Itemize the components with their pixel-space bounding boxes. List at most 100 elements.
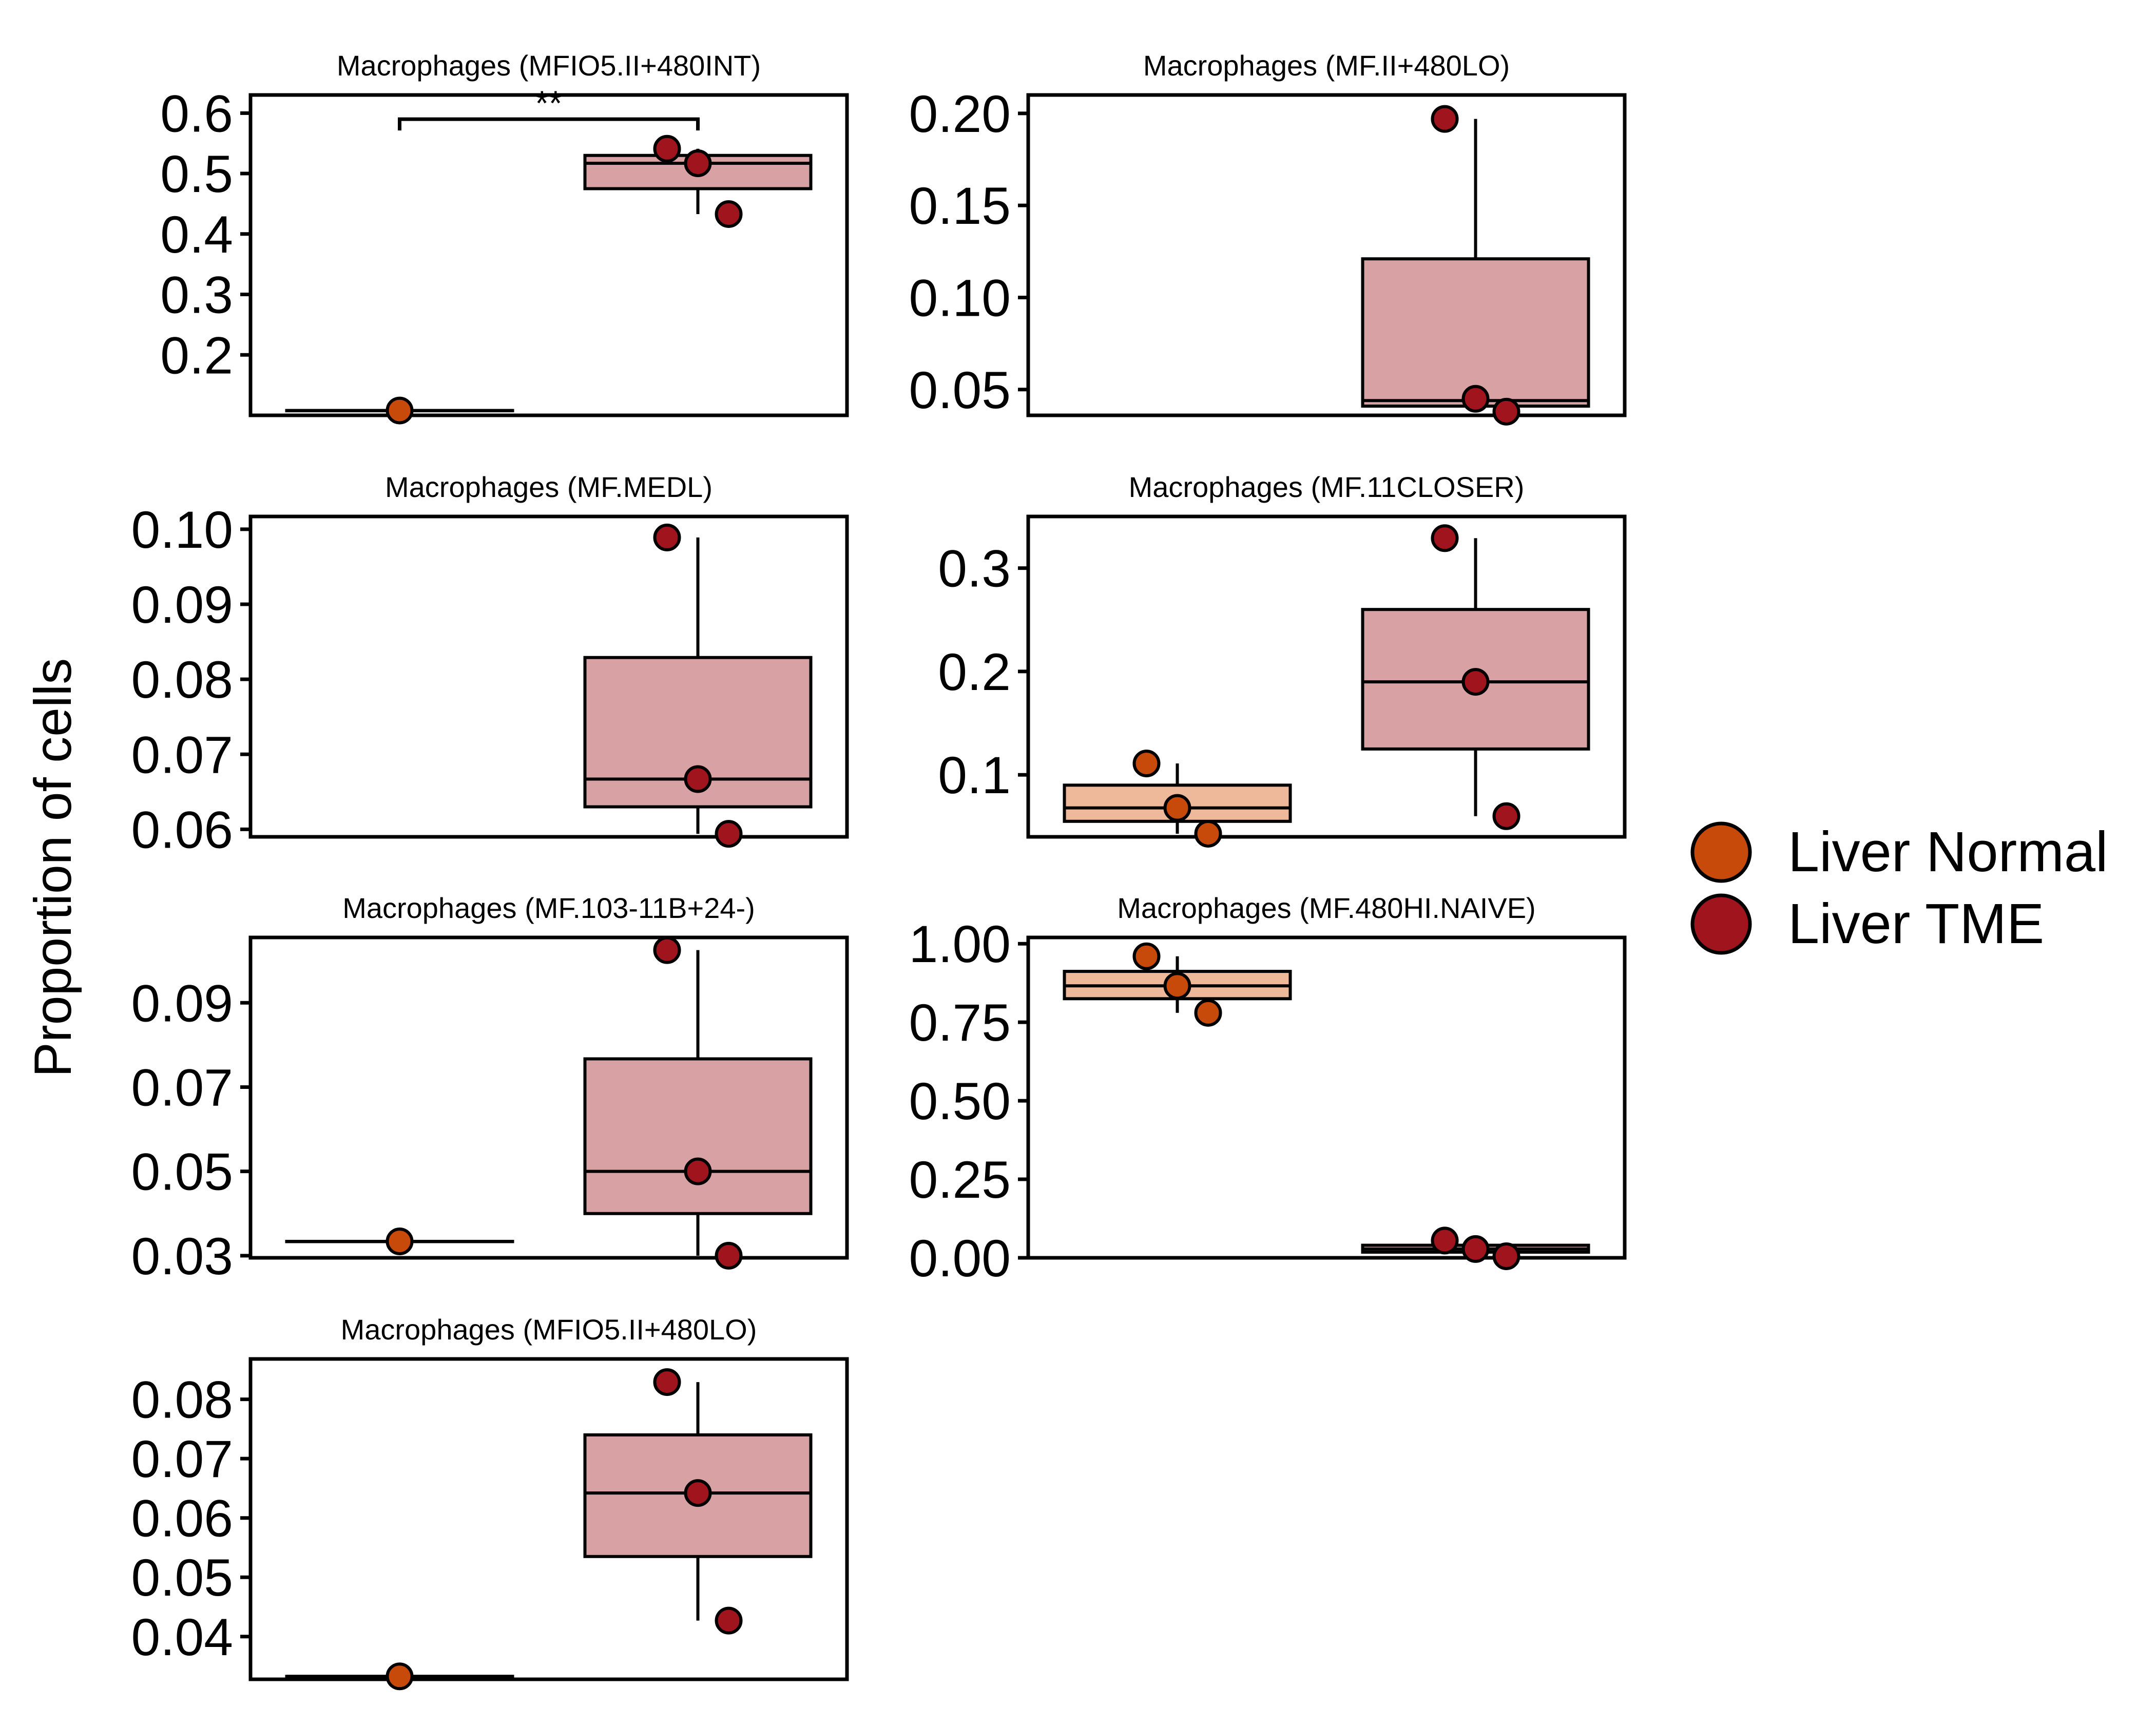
box-iqr — [583, 1057, 813, 1215]
y-tick-label: 0.07 — [131, 1430, 233, 1488]
data-point — [1431, 1226, 1459, 1255]
significance-bracket — [398, 117, 700, 131]
y-tick-label: 0.06 — [131, 800, 233, 859]
panel-frame — [248, 514, 849, 839]
y-tick-label: 0.09 — [131, 974, 233, 1032]
data-point — [386, 1227, 414, 1255]
data-point — [1163, 794, 1191, 822]
group-liver-tme — [1361, 1226, 1590, 1270]
data-point — [684, 1157, 712, 1185]
box-iqr — [1361, 257, 1590, 408]
y-tick-label: 0.1 — [938, 746, 1011, 804]
significance-label: ** — [535, 84, 563, 123]
data-point — [715, 1606, 743, 1635]
panel-3: Macrophages (MF.MEDL) 0.06 0.07 0.08 0.09 0.1… — [131, 471, 849, 859]
panel-frame — [1026, 935, 1627, 1260]
y-tick-label: 0.06 — [131, 1489, 233, 1548]
y-tick-label: 0.50 — [909, 1072, 1011, 1130]
y-tick-label: 0.75 — [909, 993, 1011, 1052]
y-axis-title: Proportion of cells — [24, 658, 82, 1077]
panel-title: Macrophages (MF.MEDL) — [385, 471, 713, 503]
legend-swatch-liver-normal — [1690, 821, 1752, 883]
data-point — [1132, 942, 1161, 970]
panel-7: Macrophages (MFIO5.II+480LO) 0.040.050.06… — [131, 1313, 849, 1691]
data-point — [1194, 819, 1222, 848]
y-tick-label: 0.08 — [131, 1371, 233, 1429]
data-point — [684, 149, 712, 178]
y-tick-label: 0.6 — [160, 84, 233, 143]
y-tick-label: 0.03 — [131, 1227, 233, 1286]
panel-title: Macrophages (MF.11CLOSER) — [1129, 471, 1525, 503]
data-point — [715, 200, 743, 228]
data-point — [1492, 397, 1520, 426]
group-liver-tme — [583, 135, 813, 228]
group-liver-normal — [1063, 942, 1292, 1027]
panel-5: Macrophages (MF.103-11B+24-) 0.03 0.05 0.07… — [131, 892, 849, 1286]
panel-frame — [248, 935, 849, 1260]
group-liver-tme — [583, 936, 813, 1270]
data-point — [1492, 802, 1520, 830]
data-point — [1431, 105, 1459, 133]
data-point — [1163, 972, 1191, 1000]
y-tick-label: 0.3 — [160, 266, 233, 324]
data-point — [1461, 385, 1490, 413]
group-liver-normal — [285, 1662, 514, 1691]
y-tick-label: 0.20 — [909, 85, 1011, 143]
panel-6: Macrophages (MF.480HI.NAIVE) 0.00 0.25 0.50… — [909, 892, 1627, 1288]
data-point — [1431, 524, 1459, 552]
y-tick-label: 0.3 — [938, 540, 1011, 598]
y-tick-label: 0.05 — [131, 1143, 233, 1201]
panel-4: Macrophages (MF.11CLOSER) 0.1 0.2 0.3 — [938, 471, 1627, 848]
panel-title: Macrophages (MF.480HI.NAIVE) — [1117, 892, 1535, 924]
legend: Liver Normal Liver TME — [1690, 820, 2108, 955]
panel-frame — [1026, 93, 1627, 417]
data-point — [1461, 668, 1490, 696]
data-point — [386, 1662, 414, 1691]
panel-1: Macrophages (MFIO5.II+480INT)0.20.30.40.… — [160, 49, 849, 425]
data-point — [1194, 999, 1222, 1027]
data-point — [715, 1241, 743, 1270]
data-point — [653, 523, 681, 551]
data-point — [653, 135, 681, 163]
panel-2: Macrophages (MF.II+480LO) 0.05 0.10 0.15 0.2… — [909, 49, 1627, 426]
y-tick-label: 0.00 — [909, 1229, 1011, 1288]
y-tick-label: 0.09 — [131, 576, 233, 634]
legend-swatch-liver-tme — [1690, 893, 1752, 955]
data-point — [1492, 1242, 1520, 1270]
y-tick-label: 0.07 — [131, 725, 233, 784]
data-point — [715, 820, 743, 848]
y-tick-label: 0.04 — [131, 1608, 233, 1666]
group-liver-tme — [1361, 105, 1590, 426]
data-point — [1132, 750, 1161, 778]
data-point — [1461, 1235, 1490, 1263]
y-tick-label: 0.15 — [909, 177, 1011, 235]
group-liver-normal — [285, 1227, 514, 1255]
legend-label-liver-normal: Liver Normal — [1788, 820, 2108, 884]
legend-label-liver-tme: Liver TME — [1788, 892, 2044, 955]
y-tick-label: 0.5 — [160, 145, 233, 203]
y-tick-label: 0.08 — [131, 650, 233, 709]
group-liver-tme — [583, 523, 813, 848]
data-point — [684, 765, 712, 793]
panel-title: Macrophages (MF.II+480LO) — [1143, 49, 1510, 82]
panel-frame — [1026, 514, 1627, 839]
data-point — [653, 936, 681, 964]
y-tick-label: 0.10 — [909, 269, 1011, 327]
y-tick-label: 0.05 — [131, 1548, 233, 1607]
y-tick-label: 0.10 — [131, 501, 233, 559]
group-liver-tme — [583, 1368, 813, 1635]
data-point — [386, 396, 414, 425]
y-tick-label: 0.2 — [160, 326, 233, 385]
data-point — [684, 1479, 712, 1507]
panel-frame — [248, 93, 849, 417]
y-tick-label: 1.00 — [909, 915, 1011, 973]
panel-title: Macrophages (MF.103-11B+24-) — [342, 892, 755, 924]
data-point — [653, 1368, 681, 1396]
group-liver-tme — [1361, 524, 1590, 830]
y-tick-label: 0.25 — [909, 1151, 1011, 1209]
y-tick-label: 0.4 — [160, 205, 233, 264]
panel-title: Macrophages (MFIO5.II+480LO) — [341, 1313, 757, 1346]
chart-panels: Macrophages (MFIO5.II+480INT)0.20.30.40.… — [131, 49, 1627, 1691]
group-liver-normal — [285, 396, 514, 425]
